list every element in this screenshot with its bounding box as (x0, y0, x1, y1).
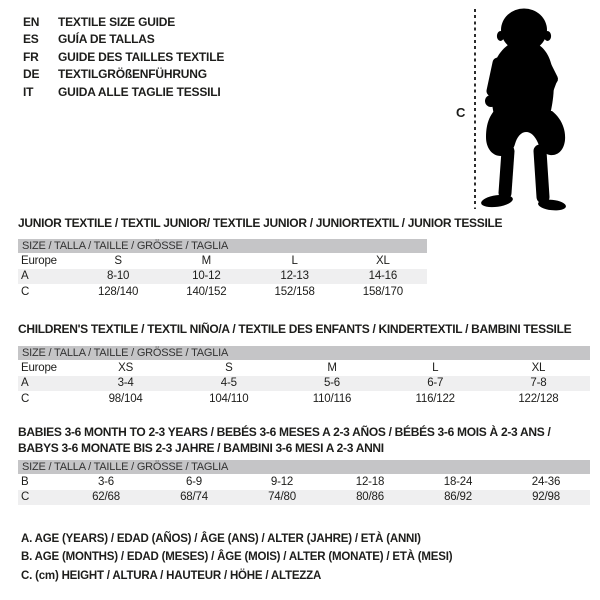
language-label: GUÍA DE TALLAS (58, 32, 155, 47)
language-row: ES GUÍA DE TALLAS (23, 31, 224, 49)
size-cell: XS (118, 361, 134, 374)
size-cell: 5-6 (323, 377, 341, 390)
size-cell: 10-12 (192, 270, 221, 283)
row-label: A (21, 377, 29, 390)
size-cell: S (225, 361, 233, 374)
size-header-bar: SIZE / TALLA / TAILLE / GRÖSSE / TAGLIA (18, 346, 590, 360)
language-label: TEXTILE SIZE GUIDE (58, 14, 176, 29)
section-title-children: CHILDREN'S TEXTILE / TEXTIL NIÑO/A / TEX… (18, 322, 572, 336)
language-code: EN (23, 14, 40, 29)
row-label: Europe (21, 254, 57, 267)
legend-line-a: A. AGE (YEARS) / EDAD (AÑOS) / ÂGE (ANS)… (21, 533, 421, 545)
size-cell: 9-12 (270, 475, 294, 488)
size-cell: 110/116 (312, 392, 352, 405)
language-code: ES (23, 32, 39, 47)
height-marker-label: C (456, 105, 466, 120)
size-cell: 6-7 (427, 377, 444, 390)
language-label: GUIDE DES TAILLES TEXTILE (58, 49, 225, 64)
size-header-bar: SIZE / TALLA / TAILLE / GRÖSSE / TAGLIA (18, 460, 590, 474)
size-cell: 12-13 (280, 270, 309, 283)
size-cell: 116/122 (415, 392, 456, 405)
table-row: C 62/68 68/74 74/80 80/86 86/92 92/98 (18, 489, 590, 505)
language-row: EN TEXTILE SIZE GUIDE (23, 13, 224, 31)
table-row: Europe S M L XL (18, 253, 427, 269)
size-cell: XL (376, 254, 390, 267)
size-cell: 6-9 (185, 475, 203, 488)
size-figure: C (452, 5, 578, 213)
size-cell: M (327, 361, 337, 374)
language-code: IT (23, 84, 34, 99)
language-label: TEXTILGRÖßENFÜHRUNG (58, 67, 207, 82)
section-title-babies-line1: BABIES 3-6 MONTH TO 2-3 YEARS / BEBÉS 3-… (18, 425, 551, 439)
size-cell: 122/128 (518, 392, 559, 405)
legend-line-c: C. (cm) HEIGHT / ALTURA / HAUTEUR / HÖHE… (21, 569, 322, 582)
size-cell: 7-8 (530, 377, 547, 390)
row-label: Europe (21, 361, 57, 374)
language-row: FR GUIDE DES TAILLES TEXTILE (23, 48, 224, 66)
size-cell: 24-36 (531, 475, 561, 488)
table-row: A 8-10 10-12 12-13 14-16 (18, 268, 427, 284)
size-cell: L (291, 254, 298, 267)
size-cell: 140/152 (186, 285, 227, 298)
table-row: C 128/140 140/152 152/158 158/170 (18, 284, 427, 300)
section-title-babies-line2: BABYS 3-6 MONATE BIS 2-3 JAHRE / BAMBINI… (18, 440, 384, 455)
size-cell: 80/86 (356, 491, 384, 504)
size-cell: 62/68 (92, 491, 120, 504)
language-row: DE TEXTILGRÖßENFÜHRUNG (23, 66, 224, 84)
size-cell: 4-5 (220, 377, 237, 390)
table-row: Europe XS S M L XL (18, 360, 590, 376)
row-label: C (21, 491, 30, 504)
measure-legend: A. AGE (YEARS) / EDAD (AÑOS) / ÂGE (ANS)… (21, 533, 453, 588)
section-title-babies: BABIES 3-6 MONTH TO 2-3 YEARS / BEBÉS 3-… (18, 425, 551, 456)
size-cell: 68/74 (180, 491, 208, 504)
row-label: A (21, 270, 29, 283)
table-row: A 3-4 4-5 5-6 6-7 7-8 (18, 375, 590, 391)
row-label: C (21, 392, 30, 405)
size-cell: 104/110 (209, 392, 249, 405)
size-cell: 8-10 (107, 270, 130, 283)
size-cell: 14-16 (368, 270, 398, 283)
size-cell: 158/170 (362, 285, 403, 298)
size-cell: 3-4 (117, 377, 134, 390)
size-cell: S (114, 254, 122, 267)
row-label: B (21, 475, 29, 488)
size-cell: 152/158 (274, 285, 315, 298)
size-cell: 92/98 (532, 491, 560, 504)
table-row: C 98/104 104/110 110/116 116/122 122/128 (18, 391, 590, 407)
size-cell: M (201, 254, 212, 267)
language-header: EN TEXTILE SIZE GUIDE ES GUÍA DE TALLAS … (23, 13, 224, 101)
size-cell: 86/92 (444, 491, 472, 504)
junior-size-table: SIZE / TALLA / TAILLE / GRÖSSE / TAGLIA … (18, 239, 427, 300)
height-measure-line (474, 9, 476, 209)
size-header-bar: SIZE / TALLA / TAILLE / GRÖSSE / TAGLIA (18, 239, 427, 253)
language-code: FR (23, 49, 39, 64)
babies-size-table: SIZE / TALLA / TAILLE / GRÖSSE / TAGLIA … (18, 460, 590, 505)
size-cell: 18-24 (443, 475, 473, 488)
legend-line-b: B. AGE (MONTHS) / EDAD (MESES) / ÂGE (MO… (21, 551, 453, 564)
size-cell: 128/140 (98, 285, 139, 298)
language-row: IT GUIDA ALLE TAGLIE TESSILI (23, 83, 224, 101)
language-label: GUIDA ALLE TAGLIE TESSILI (58, 84, 221, 99)
size-cell: 98/104 (108, 392, 143, 405)
row-label: C (21, 285, 30, 298)
baby-silhouette-icon (481, 8, 566, 211)
size-cell: L (432, 361, 439, 374)
section-title-junior: JUNIOR TEXTILE / TEXTIL JUNIOR/ TEXTILE … (18, 216, 503, 230)
size-cell: XL (531, 361, 546, 374)
children-size-table: SIZE / TALLA / TAILLE / GRÖSSE / TAGLIA … (18, 346, 590, 407)
size-cell: 12-18 (355, 475, 385, 488)
language-code: DE (23, 67, 40, 82)
size-cell: 3-6 (97, 475, 115, 488)
size-cell: 74/80 (268, 491, 296, 504)
table-row: B 3-6 6-9 9-12 12-18 18-24 24-36 (18, 474, 590, 490)
